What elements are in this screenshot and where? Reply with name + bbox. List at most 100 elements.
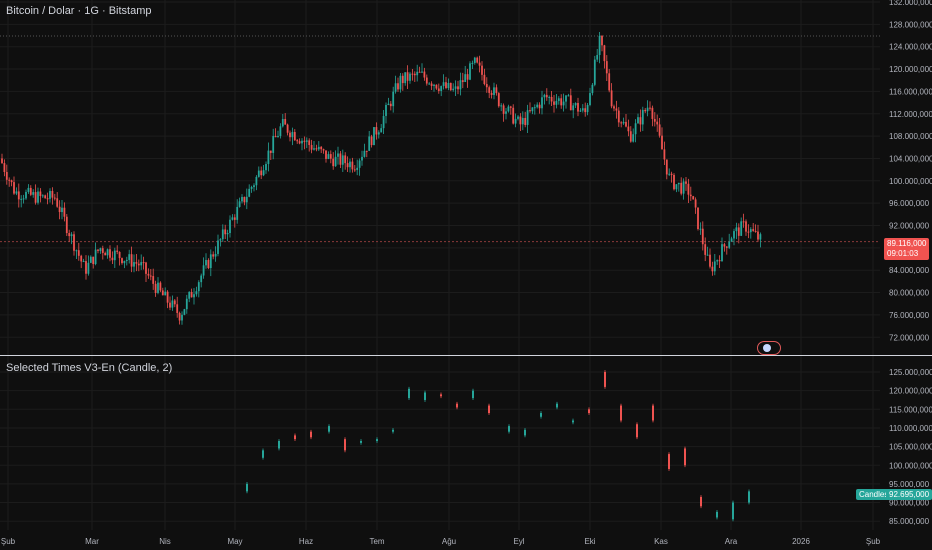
candle-body <box>51 190 54 198</box>
candle-body <box>310 145 313 150</box>
candle-body <box>471 62 474 64</box>
candle-body <box>181 314 183 321</box>
price-tick-label: 104.000,000 <box>889 154 932 163</box>
candle-body <box>121 258 123 264</box>
candle-body <box>572 105 575 111</box>
price-tick-label: 128.000,000 <box>889 20 932 29</box>
candle-body <box>224 229 227 235</box>
time-axis: Şub Mar Nis May Haz Tem Ağu Eyl Eki Kas Ara 2026 Şub <box>1 537 881 546</box>
candle-body <box>365 150 368 152</box>
candle-body <box>61 207 63 213</box>
candle-body <box>706 254 709 256</box>
candle-body <box>713 261 716 272</box>
candle-body <box>322 149 325 151</box>
candle-body <box>699 228 702 230</box>
candle-body <box>461 80 464 83</box>
indicator-candle-body <box>748 491 750 503</box>
indicator-candle-body <box>278 441 280 449</box>
candle-body <box>133 262 135 267</box>
candle-body <box>5 172 8 180</box>
indicator-candle-body <box>524 429 526 436</box>
candle-body <box>584 108 587 113</box>
candle-body <box>531 107 534 112</box>
candle-body <box>483 74 486 85</box>
candle-body <box>557 98 560 101</box>
symbol-title[interactable]: Bitcoin / Dolar · 1G · Bitstamp <box>6 5 152 17</box>
time-tick-label: 2026 <box>792 537 810 546</box>
pane-separator[interactable] <box>0 355 932 356</box>
candle-body <box>65 216 68 234</box>
candle-body <box>219 239 222 241</box>
candle-body <box>428 83 431 85</box>
candle-body <box>394 83 397 92</box>
indicator-tick-label: 115.000,000 <box>889 405 932 414</box>
candle-body <box>272 135 275 153</box>
countdown-timer: 09:01:03 <box>887 249 919 258</box>
indicator-candle-body <box>392 429 394 432</box>
candle-body <box>435 84 438 89</box>
candle-body <box>145 262 147 274</box>
candle-body <box>255 176 258 186</box>
candle-body <box>656 121 659 125</box>
candle-body <box>709 254 711 267</box>
indicator-candle-body <box>668 454 670 469</box>
indicator-tick-label: 110.000,000 <box>889 424 932 433</box>
candle-body <box>13 182 15 194</box>
indicator-candle-body <box>636 424 638 438</box>
candle-body <box>485 84 488 88</box>
candle-body <box>605 61 608 74</box>
candle-body <box>673 174 675 190</box>
candle-body <box>502 105 505 114</box>
time-tick-label: Kas <box>654 537 668 546</box>
candle-body <box>382 115 385 129</box>
indicator-candle-body <box>310 431 312 438</box>
candle-body <box>476 57 479 63</box>
indicator-tick-label: 105.000,000 <box>889 443 932 452</box>
indicator-candle-body <box>376 439 378 442</box>
candle-body <box>245 196 248 203</box>
candle-body <box>401 75 404 84</box>
candle-body <box>212 254 215 257</box>
price-tick-label: 120.000,000 <box>889 65 932 74</box>
candle-body <box>274 135 277 138</box>
candle-body <box>101 248 104 253</box>
indicator-candle-body <box>408 388 410 399</box>
candle-body <box>507 106 510 112</box>
indicator-value-badge: 92.695,000 <box>886 489 932 500</box>
candle-body <box>697 207 699 230</box>
candle-body <box>413 73 416 76</box>
candle-body <box>147 273 150 276</box>
candle-body <box>541 97 543 109</box>
candle-body <box>289 132 291 138</box>
candle-body <box>253 185 255 188</box>
candle-body <box>488 87 491 93</box>
candle-body <box>406 72 409 81</box>
candle-body <box>625 121 627 127</box>
indicator-candle-body <box>488 405 490 414</box>
candle-body <box>721 244 723 262</box>
candle-body <box>711 266 714 272</box>
candle-body <box>538 104 541 109</box>
flag-icon[interactable] <box>757 341 781 355</box>
candle-body <box>653 118 656 122</box>
indicator-candle-body <box>620 405 622 421</box>
candle-body <box>375 127 378 135</box>
candle-body <box>512 107 515 124</box>
candle-body <box>675 184 678 190</box>
indicator-title[interactable]: Selected Times V3-En (Candle, 2) <box>6 362 173 374</box>
candle-body <box>759 234 762 240</box>
candle-body <box>195 291 198 295</box>
candle-body <box>452 88 455 91</box>
candle-body <box>613 106 615 109</box>
indicator-candle-body <box>246 483 248 492</box>
indicator-candle-body <box>360 441 362 443</box>
candle-body <box>87 262 90 274</box>
candle-body <box>464 74 467 83</box>
last-price-badge: 89.116,000 09:01:03 <box>884 238 930 260</box>
candle-body <box>399 75 402 90</box>
candle-body <box>281 118 284 127</box>
candle-body <box>238 201 241 207</box>
candle-body <box>123 260 126 264</box>
candle-body <box>118 251 121 259</box>
